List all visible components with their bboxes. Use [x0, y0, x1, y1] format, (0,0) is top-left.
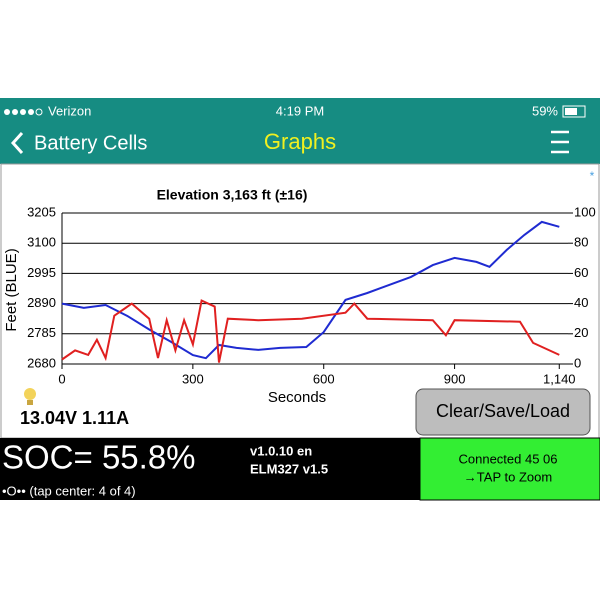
nav-title: Graphs: [264, 129, 336, 154]
carrier: Verizon: [48, 103, 91, 118]
y2-tick-label: 40: [574, 295, 588, 310]
soc: SOC= 55.8%: [2, 439, 196, 476]
elm-version: ELM327 v1.5: [250, 461, 328, 476]
star: *: [590, 169, 595, 183]
y-tick-label: 2785: [27, 325, 56, 340]
y2-tick-label: 60: [574, 265, 588, 280]
x-tick-label: 600: [313, 371, 335, 386]
signal: [4, 108, 43, 116]
chart-title: Elevation 3,163 ft (±16): [157, 187, 308, 203]
y-tick-label: 2890: [27, 295, 56, 310]
y2-tick-label: 100: [574, 204, 596, 219]
plot: 2680 2785 2890 2995 3100 3205 0 20 40 60 80 100 0 300…: [27, 204, 596, 386]
top-bar: [0, 98, 600, 164]
bulb-icon: [24, 388, 36, 400]
y2-tick-label: 0: [574, 355, 581, 370]
clear-save-load-button[interactable]: [415, 388, 591, 436]
y-tick-label: 2995: [27, 265, 56, 280]
y2-tick-label: 80: [574, 235, 588, 250]
connection-status: Connected 45 06: [458, 451, 557, 466]
time: 4:19 PM: [276, 103, 324, 118]
x-tick-label: 900: [444, 371, 466, 386]
x-tick-label: 300: [182, 371, 204, 386]
battery-icon: [562, 105, 586, 118]
series-line: [61, 299, 560, 363]
x-axis-label: Seconds: [268, 389, 326, 406]
y-axis-label: Feet (BLUE): [3, 248, 20, 331]
y2-tick-label: 20: [574, 325, 588, 340]
button-label[interactable]: Clear/Save/Load: [436, 401, 570, 421]
battery-level: [565, 108, 577, 115]
x-tick-label: 0: [58, 371, 65, 386]
x-tick-label: 1,140: [543, 371, 576, 386]
menu-icon[interactable]: [551, 130, 569, 154]
y-tick-label: 2680: [27, 355, 56, 370]
version: v1.0.10 en: [250, 443, 312, 458]
y-tick-label: 3100: [27, 235, 56, 250]
status-panel: [0, 438, 420, 500]
back-button[interactable]: Battery Cells: [34, 132, 147, 154]
connection-panel[interactable]: [419, 437, 600, 501]
pager[interactable]: •O•• (tap center: 4 of 4): [2, 483, 136, 498]
bulb-base: [27, 400, 33, 405]
back-arrow[interactable]: [10, 131, 24, 155]
readout: 13.04V 1.11A: [20, 408, 129, 428]
y-tick-label: 3205: [27, 204, 56, 219]
tap-to-zoom[interactable]: →TAP to Zoom: [464, 469, 552, 484]
battery: 59%: [532, 103, 558, 118]
